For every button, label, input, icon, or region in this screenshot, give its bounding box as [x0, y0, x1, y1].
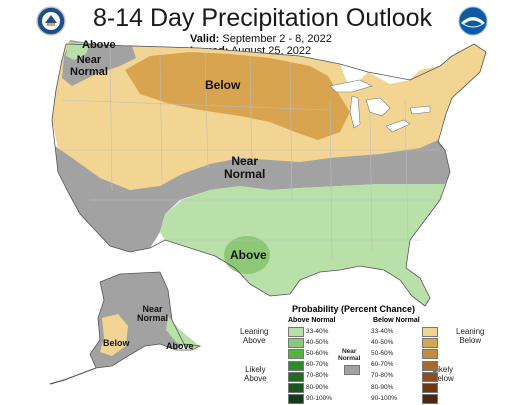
legend-above-bin-swatch-3 [288, 360, 304, 371]
legend-above-bin-label-0: 33-40% [306, 327, 329, 335]
legend-below-bin-swatch-1 [422, 338, 438, 349]
legend-above-bin-swatch-5 [288, 383, 304, 393]
alaska-aleutians [49, 367, 97, 385]
legend-above-bin-label-1: 40-50% [306, 338, 329, 346]
nw-above-label: Above [82, 39, 116, 51]
south-above-normal-light [160, 184, 445, 306]
legend-below-bin-swatch-3 [422, 360, 438, 371]
legend-above-bin-swatch-2 [288, 349, 304, 360]
legend-leaning-below: Leaning Below [456, 327, 485, 345]
legend-above-bin-label-6: 90-100% [306, 394, 333, 402]
alaska-outline [89, 271, 202, 369]
legend-below-bin-swatch-2 [422, 349, 438, 360]
legend-leaning-above: Leaning Above [240, 327, 269, 345]
legend-likely-above: Likely Above [244, 365, 267, 383]
south-above-normal-dark [224, 236, 270, 274]
valid-label: Valid: [190, 33, 220, 45]
legend-above-bin-swatch-4 [288, 371, 304, 382]
legend-title: Probability (Percent Chance) [292, 304, 416, 314]
legend-below-bin-label-0: 33-40% [371, 327, 394, 335]
legend-below-bin-label-2: 50-60% [371, 349, 394, 357]
legend-below-bin-label-5: 80-90% [371, 383, 394, 391]
valid-dates: Valid: September 2 - 8, 2022 [190, 33, 332, 45]
legend-below-bin-label-4: 70-80% [371, 372, 394, 380]
conus-below-normal-dark [125, 52, 350, 140]
alaska-below-label: Below [103, 338, 130, 348]
legend-above-bin-swatch-6 [288, 394, 304, 405]
legend-below-bin-swatch-4 [422, 371, 438, 382]
central-near-normal-region [55, 140, 450, 252]
legend-above-bin-label-2: 50-60% [306, 349, 329, 357]
south-above-label: Above [230, 248, 267, 262]
legend-above-bin-swatch-1 [288, 338, 304, 349]
below-label: Below [205, 78, 241, 92]
state-borders [58, 45, 440, 261]
legend-above-bin-label-4: 70-80% [306, 372, 329, 380]
legend-above-bin-label-5: 80-90% [306, 383, 329, 391]
legend-below-bin-swatch-0 [422, 327, 438, 337]
legend-near-normal-swatch [344, 365, 360, 375]
great-lakes [329, 79, 431, 133]
alaska-below-normal-region [100, 314, 128, 356]
alaska-above-label: Above [166, 341, 194, 351]
legend-below-bin-label-1: 40-50% [371, 338, 394, 346]
legend-above-bin-label-3: 60-70% [306, 361, 329, 369]
legend-below-header: Below Normal [373, 317, 420, 324]
valid-value: September 2 - 8, 2022 [222, 33, 332, 45]
nw-above-normal-region [66, 42, 90, 60]
legend-near-normal-label: Near Normal [338, 348, 361, 363]
alaska-near-normal-label: Near Normal [137, 304, 169, 324]
page-title: 8-14 Day Precipitation Outlook [92, 4, 433, 32]
noaa-logo-icon [458, 6, 488, 36]
nw-near-normal-label: Near Normal [70, 54, 108, 78]
central-near-normal-label: Near Normal [224, 154, 266, 181]
legend-likely-below: Likely Below [432, 365, 454, 383]
legend-below-bin-swatch-6 [422, 394, 438, 405]
legend-above-header: Above Normal [288, 317, 336, 324]
legend-below-bin-label-6: 90-100% [371, 394, 398, 402]
legend-below-bin-swatch-5 [422, 383, 438, 393]
legend-above-bin-swatch-0 [288, 327, 304, 337]
legend-below-bin-label-3: 60-70% [371, 361, 394, 369]
conus-outline [51, 43, 487, 307]
noaa-doc-seal-icon [36, 6, 66, 36]
probability-legend: Probability (Percent Chance) Above Norma… [230, 298, 525, 405]
